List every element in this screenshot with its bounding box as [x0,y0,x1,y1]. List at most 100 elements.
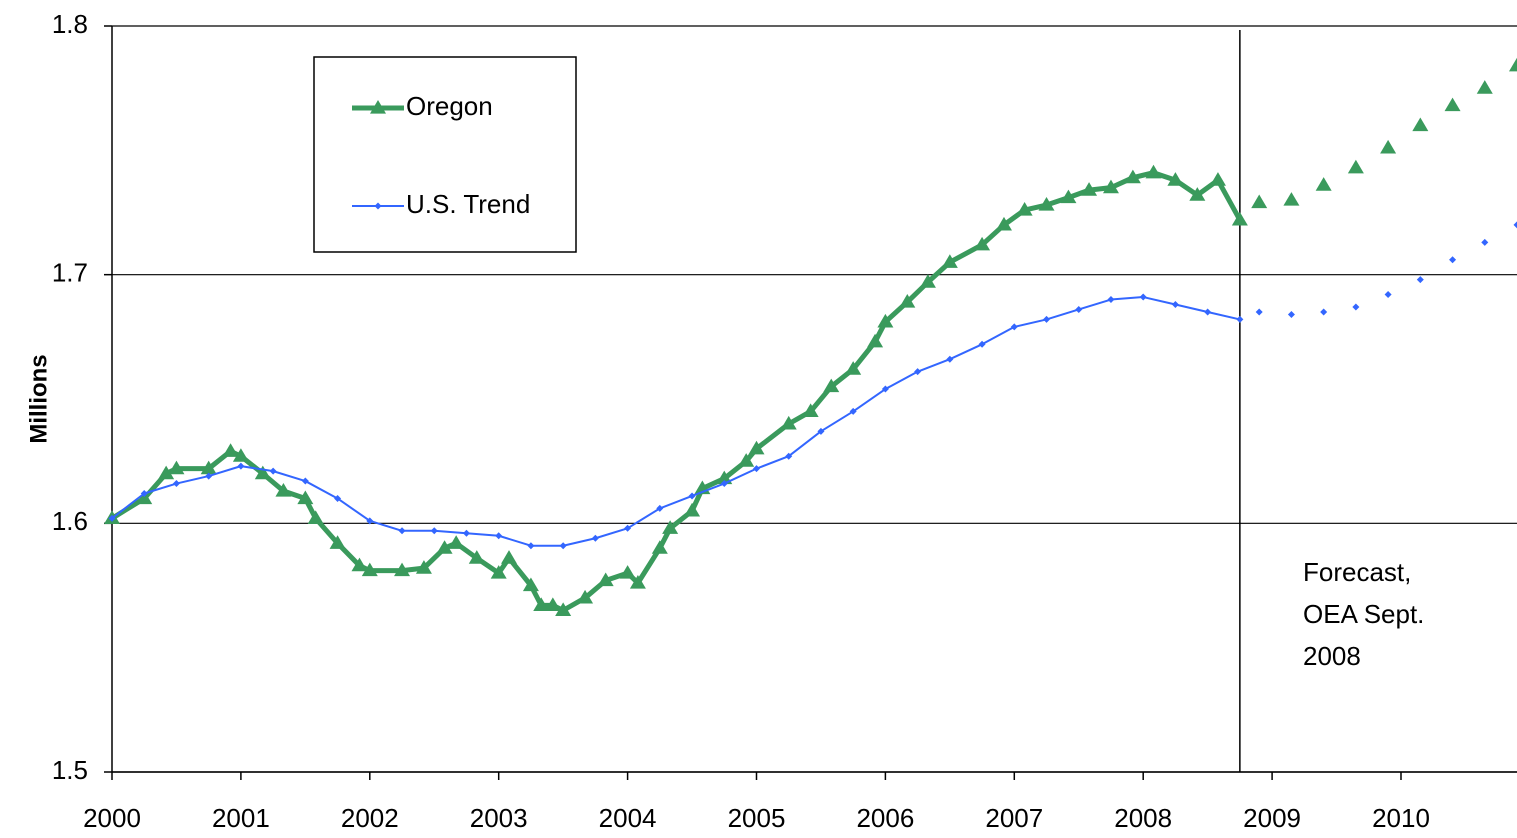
diamond-marker [527,542,535,550]
triangle-marker [867,333,884,348]
triangle-marker [802,403,819,418]
diamond-marker [881,385,889,393]
triangle-marker [370,100,386,114]
legend-label: U.S. Trend [406,189,530,219]
triangle-marker [232,448,249,462]
diamond-marker [1107,296,1115,304]
diamond-marker [1287,310,1295,318]
legend-label: Oregon [406,91,493,121]
diamond-marker [1449,256,1457,264]
triangle-marker [899,294,916,308]
triangle-marker [1167,172,1184,186]
diamond-marker [591,534,599,542]
triangle-marker [490,565,507,579]
diamond-marker [1075,305,1083,313]
triangle-marker [1060,189,1077,204]
triangle-marker [533,597,550,611]
diamond-marker [978,340,986,348]
y-axis-label: Millions [25,354,52,443]
x-tick-label: 2005 [728,803,786,833]
triangle-marker [351,557,368,572]
diamond-marker [1010,323,1018,331]
y-tick-label: 1.5 [52,755,88,785]
triangle-marker [415,560,432,574]
triangle-marker [1209,172,1226,186]
triangle-marker [448,535,465,549]
diamond-marker [849,407,857,415]
series-line [111,296,1241,547]
diamond-marker [172,480,180,488]
diamond-marker [656,504,664,512]
diamond-marker [205,472,213,480]
triangle-marker [1038,197,1055,211]
x-tick-label: 2007 [985,803,1043,833]
x-tick-label: 2008 [1114,803,1172,833]
diamond-marker [914,368,922,376]
diamond-marker [1236,315,1244,323]
triangle-marker [544,597,561,611]
triangle-marker [136,490,153,505]
triangle-marker [394,562,411,577]
triangle-marker [1347,159,1364,174]
triangle-marker [1315,177,1332,191]
triangle-marker [200,460,217,475]
x-tick-label: 2002 [341,803,399,833]
diamond-marker [108,514,116,522]
x-tick-label: 2009 [1243,803,1301,833]
diamond-marker [1416,276,1424,284]
triangle-marker [522,577,539,592]
diamond-marker [301,477,309,485]
triangle-marker [1380,139,1397,154]
triangle-marker [1189,187,1206,201]
diamond-marker [1171,301,1179,309]
triangle-marker [974,236,991,251]
diamond-marker [817,427,825,435]
diamond-marker [1384,291,1392,299]
annotation: Forecast, [1303,557,1411,587]
triangle-marker [877,313,894,328]
diamond-marker [430,527,438,535]
diamond-marker [374,202,382,210]
triangle-marker [168,460,185,475]
diamond-marker [1043,315,1051,323]
diamond-marker [334,494,342,502]
triangle-marker [597,572,614,587]
series-line [110,170,1243,613]
triangle-marker [684,502,701,517]
y-tick-label: 1.8 [52,9,88,39]
legend-box [313,56,577,253]
triangle-marker [1081,182,1098,196]
triangle-marker [555,602,572,616]
x-tick-label: 2001 [212,803,270,833]
diamond-marker [1352,303,1360,311]
triangle-marker [941,254,958,268]
triangle-marker [845,361,862,375]
diamond-marker [1481,238,1489,246]
triangle-marker [1102,179,1119,194]
diamond-marker [559,542,567,550]
diamond-marker [688,492,696,500]
diamond-marker [1139,293,1147,301]
triangle-marker [436,540,453,554]
diamond-marker [946,355,954,363]
x-tick-label: 2010 [1372,803,1430,833]
triangle-marker [1016,202,1033,216]
triangle-marker [1283,192,1300,206]
x-tick-label: 2000 [83,803,141,833]
diamond-marker [462,529,470,537]
diamond-marker [495,532,503,540]
triangle-marker [748,440,765,455]
diamond-marker [237,462,245,470]
triangle-marker [158,465,175,480]
triangle-marker [995,216,1012,231]
triangle-marker [577,589,594,604]
triangle-marker [329,535,346,549]
triangle-marker [919,274,936,288]
triangle-marker [275,483,292,497]
triangle-marker [254,465,271,480]
triangle-marker [1444,97,1461,112]
triangle-marker [1412,117,1429,132]
y-tick-label: 1.6 [52,506,88,536]
triangle-marker [662,520,679,534]
